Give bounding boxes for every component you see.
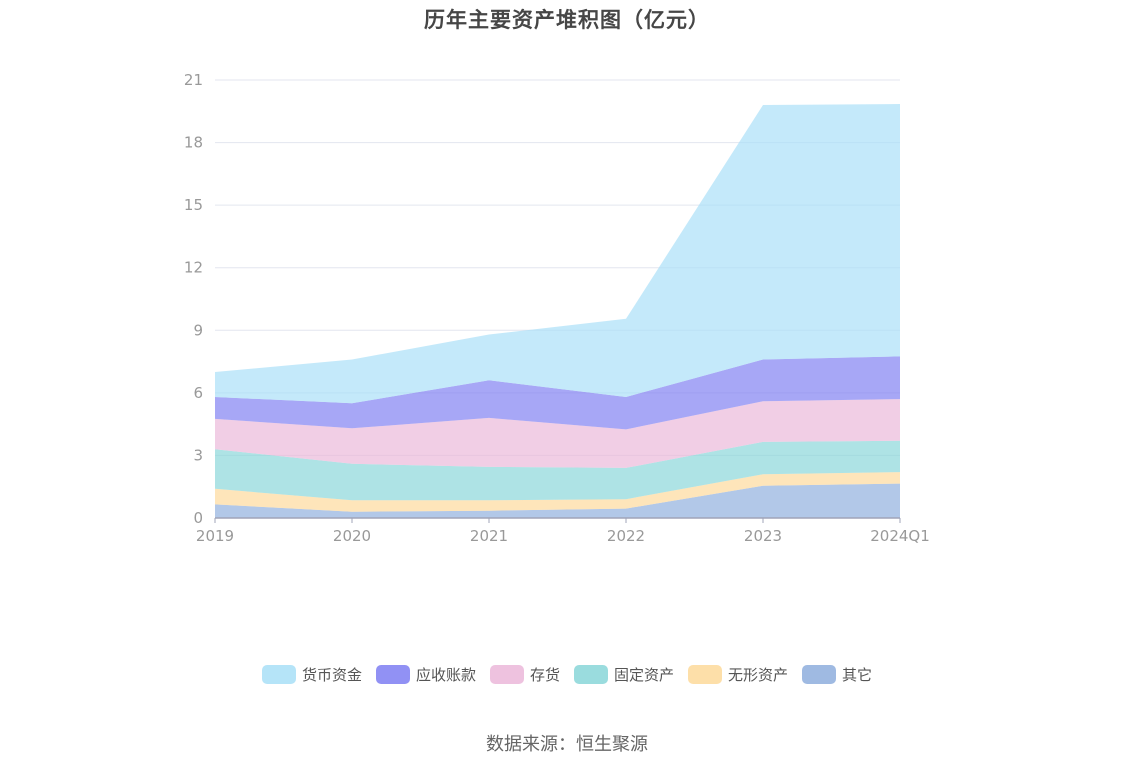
legend-swatch [375, 665, 410, 684]
x-tick-label: 2020 [333, 527, 371, 545]
legend-label: 其它 [842, 666, 873, 684]
y-tick-label: 21 [184, 71, 203, 89]
area-存货[interactable] [215, 399, 900, 468]
legend-swatch [261, 665, 296, 684]
legend-swatch [688, 665, 723, 684]
legend-label: 货币资金 [301, 666, 362, 684]
x-tick-label: 2023 [744, 527, 782, 545]
legend-item[interactable]: 其它 [802, 664, 872, 685]
y-tick-label: 3 [193, 446, 203, 464]
legend-item[interactable]: 无形资产 [688, 664, 788, 685]
x-tick-label: 2022 [607, 527, 645, 545]
source-note: 数据来源：恒生聚源 [486, 734, 648, 755]
legend-swatch [489, 665, 524, 684]
area-series [215, 104, 900, 518]
area-固定资产[interactable] [215, 440, 900, 501]
legend-item[interactable]: 存货 [489, 664, 560, 685]
area-应收账款[interactable] [215, 356, 900, 430]
legend-label: 应收账款 [415, 666, 476, 684]
axes: 0 3 6 9 12 15 18 21 2019 2020 2021 2022 2023 2024Q1 [184, 71, 930, 545]
y-tick-label: 9 [193, 321, 203, 339]
x-tick-label: 2024Q1 [870, 527, 930, 545]
y-tick-label: 12 [184, 259, 203, 277]
y-tick-label: 0 [193, 509, 203, 527]
x-tick-label: 2021 [470, 527, 508, 545]
legend-swatch [574, 665, 608, 684]
area-其它[interactable] [215, 483, 900, 518]
y-tick-label: 15 [184, 196, 203, 214]
legend: 货币资金 应收账款 存货 固定资产 无形资产 其它 [0, 664, 1134, 685]
legend-item[interactable]: 固定资产 [574, 664, 674, 685]
legend-item[interactable]: 应收账款 [375, 664, 476, 685]
chart-title: 历年主要资产堆积图（亿元） [424, 8, 710, 32]
legend-label: 存货 [529, 666, 560, 684]
area-无形资产[interactable] [215, 472, 900, 512]
x-tick-label: 2019 [196, 527, 234, 545]
y-tick-label: 18 [184, 134, 203, 152]
legend-item[interactable]: 货币资金 [261, 664, 362, 685]
y-tick-label: 6 [193, 384, 203, 402]
legend-swatch [802, 665, 837, 684]
legend-label: 无形资产 [728, 666, 789, 684]
legend-label: 固定资产 [614, 666, 675, 684]
area-货币资金[interactable] [215, 104, 900, 404]
